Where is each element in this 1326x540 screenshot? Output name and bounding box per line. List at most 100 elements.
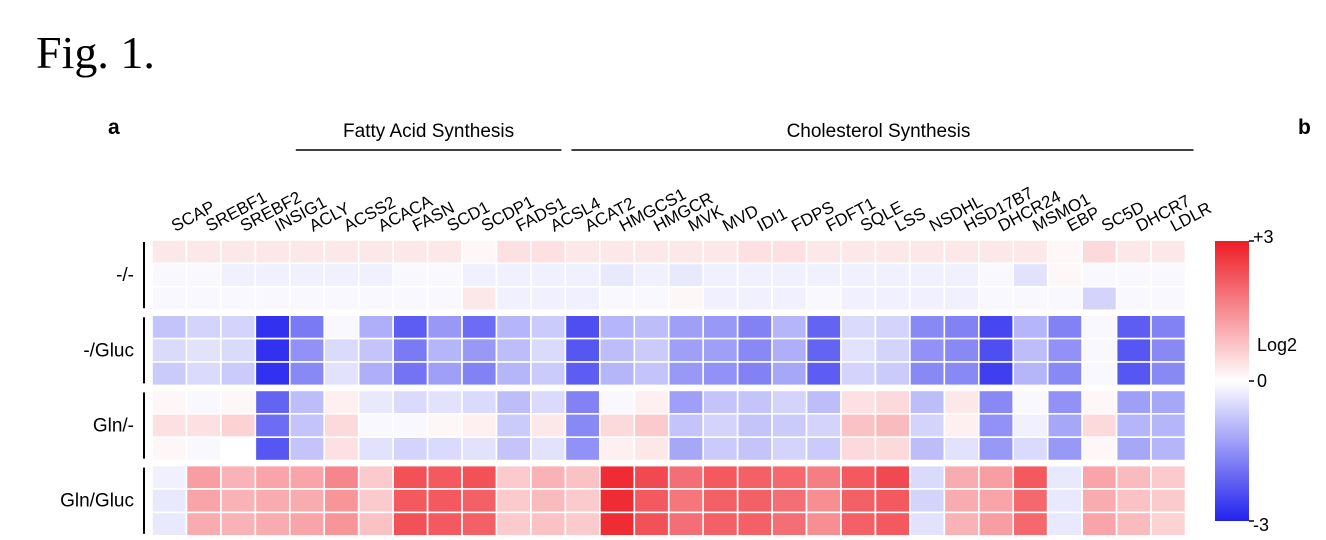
heatmap-cell bbox=[392, 464, 429, 490]
heatmap-cell bbox=[530, 464, 567, 490]
heatmap-cell bbox=[1081, 464, 1118, 490]
heatmap-cell bbox=[323, 361, 360, 387]
heatmap-cell bbox=[599, 436, 636, 462]
heatmap-cell bbox=[874, 314, 911, 340]
heatmap-cell bbox=[840, 239, 877, 265]
heatmap-cell bbox=[1046, 314, 1083, 340]
heatmap-cell bbox=[220, 511, 257, 537]
heatmap-cell bbox=[1081, 262, 1118, 288]
heatmap-cell bbox=[392, 337, 429, 363]
heatmap-cell bbox=[392, 285, 429, 311]
heatmap-cell bbox=[1046, 412, 1083, 438]
heatmap-cell bbox=[185, 314, 222, 340]
heatmap-cell bbox=[633, 239, 670, 265]
heatmap-cell bbox=[633, 412, 670, 438]
heatmap-cell bbox=[1115, 464, 1152, 490]
heatmap-cell bbox=[392, 511, 429, 537]
heatmap-cell bbox=[392, 239, 429, 265]
heatmap-cell bbox=[909, 285, 946, 311]
heatmap-cell bbox=[1081, 239, 1118, 265]
heatmap-cell bbox=[426, 337, 463, 363]
heatmap-cell bbox=[220, 337, 257, 363]
heatmap-cell bbox=[736, 464, 773, 490]
heatmap-cell bbox=[943, 464, 980, 490]
heatmap-cell bbox=[288, 488, 326, 514]
heatmap-cell bbox=[1046, 285, 1083, 311]
heatmap-cell bbox=[288, 337, 326, 363]
heatmap-cell bbox=[667, 412, 705, 438]
heatmap-cell bbox=[564, 239, 601, 265]
heatmap-cell bbox=[323, 464, 360, 490]
heatmap-cell bbox=[805, 389, 842, 415]
heatmap-cell bbox=[254, 436, 291, 462]
heatmap-cell bbox=[426, 314, 463, 340]
heatmap-cell bbox=[461, 436, 498, 462]
heatmap-cell bbox=[151, 389, 188, 415]
heatmap-cell bbox=[185, 389, 222, 415]
heatmap-cell bbox=[667, 511, 705, 537]
heatmap-cell bbox=[702, 337, 739, 363]
heatmap-cell bbox=[909, 464, 946, 490]
colorbar-gradient bbox=[1215, 241, 1249, 521]
heatmap-cell bbox=[220, 285, 257, 311]
heatmap-cell bbox=[977, 239, 1015, 265]
heatmap-cell bbox=[495, 464, 532, 490]
heatmap-cell bbox=[702, 389, 739, 415]
heatmap-cell bbox=[977, 436, 1015, 462]
heatmap-cell bbox=[771, 262, 808, 288]
heatmap-cell bbox=[1150, 314, 1187, 340]
heatmap-cell bbox=[1012, 389, 1049, 415]
heatmap-cell bbox=[220, 436, 257, 462]
heatmap-cell bbox=[220, 412, 257, 438]
heatmap-cell bbox=[426, 464, 463, 490]
heatmap-cell bbox=[1012, 488, 1049, 514]
heatmap-cell bbox=[1081, 337, 1118, 363]
heatmap-cell bbox=[1081, 412, 1118, 438]
colorbar-mid-label: 0 bbox=[1257, 371, 1267, 391]
heatmap-cell bbox=[357, 361, 394, 387]
heatmap-cell bbox=[1046, 511, 1083, 537]
heatmap-cell bbox=[805, 239, 842, 265]
heatmap-cell bbox=[392, 412, 429, 438]
heatmap-cell bbox=[943, 488, 980, 514]
heatmap-cell bbox=[495, 314, 532, 340]
heatmap-cell bbox=[220, 262, 257, 288]
heatmap-cell bbox=[840, 389, 877, 415]
heatmap-cell bbox=[1115, 389, 1152, 415]
heatmap-cell bbox=[805, 262, 842, 288]
heatmap-cell bbox=[633, 389, 670, 415]
heatmap-cell bbox=[220, 239, 257, 265]
heatmap-cell bbox=[977, 285, 1015, 311]
heatmap-cell bbox=[1150, 285, 1187, 311]
heatmap-cell bbox=[1115, 412, 1152, 438]
heatmap-cell bbox=[943, 337, 980, 363]
heatmap-cell bbox=[564, 337, 601, 363]
heatmap-cell bbox=[805, 412, 842, 438]
heatmap-cell bbox=[599, 262, 636, 288]
heatmap-cell bbox=[1081, 488, 1118, 514]
heatmap-cell bbox=[874, 511, 911, 537]
heatmap-cell bbox=[667, 337, 705, 363]
heatmap-cell bbox=[943, 314, 980, 340]
heatmap-cell bbox=[633, 314, 670, 340]
heatmap-cell bbox=[1012, 361, 1049, 387]
heatmap-cell bbox=[357, 412, 394, 438]
heatmap-cell bbox=[736, 412, 773, 438]
heatmap-cell bbox=[151, 436, 188, 462]
heatmap-cell bbox=[1150, 412, 1187, 438]
heatmap-cell bbox=[323, 488, 360, 514]
heatmap-cell bbox=[840, 361, 877, 387]
heatmap-cell bbox=[495, 436, 532, 462]
heatmap-cell bbox=[1012, 239, 1049, 265]
heatmap-cell bbox=[736, 361, 773, 387]
heatmap-cell bbox=[805, 464, 842, 490]
heatmap-cell bbox=[840, 436, 877, 462]
heatmap-cell bbox=[874, 361, 911, 387]
heatmap-cell bbox=[1081, 285, 1118, 311]
heatmap-cell bbox=[1115, 262, 1152, 288]
figure-title: Fig. 1. bbox=[36, 27, 155, 78]
heatmap-cell bbox=[977, 412, 1015, 438]
heatmap-cell bbox=[633, 436, 670, 462]
heatmap-cell bbox=[633, 488, 670, 514]
heatmap-cell bbox=[633, 262, 670, 288]
